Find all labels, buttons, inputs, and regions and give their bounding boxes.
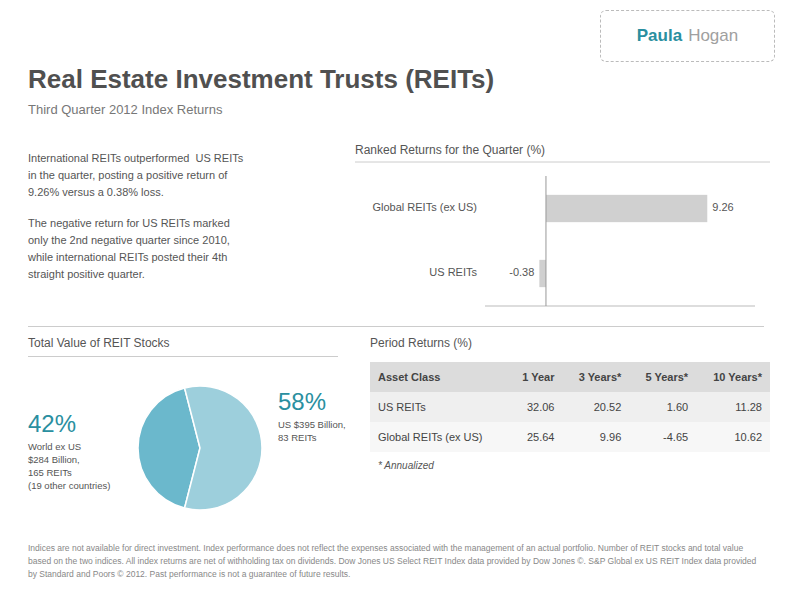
row-label: Global REITs (ex US) — [370, 422, 507, 452]
chart-title: Ranked Returns for the Quarter (%) — [355, 143, 545, 157]
table-cell: 9.96 — [562, 422, 629, 452]
x-axis — [485, 306, 755, 307]
table-note: * Annualized — [378, 460, 434, 471]
paragraph: The negative return for US REITs markedo… — [28, 215, 338, 283]
bar — [546, 195, 707, 222]
title-rule — [28, 356, 338, 357]
data-label: 9.26 — [712, 201, 733, 213]
pie-slice — [185, 386, 262, 510]
paragraph-line: straight positive quarter. — [28, 266, 338, 283]
data-label: -0.38 — [509, 266, 534, 278]
bar — [539, 260, 546, 287]
table-cell: 25.64 — [507, 422, 562, 452]
table-cell: -4.65 — [629, 422, 696, 452]
logo-bold: Paula — [637, 26, 682, 46]
table-cell: 32.06 — [507, 392, 562, 422]
title-rule — [355, 162, 770, 163]
footer: Indices are not available for direct inv… — [28, 542, 764, 581]
paragraph-line: International REITs outperformed US REIT… — [28, 150, 338, 167]
table-header: Asset Class — [370, 362, 507, 392]
paragraph-line: 9.26% versus a 0.38% loss. — [28, 184, 338, 201]
pie-chart — [0, 0, 792, 612]
zero-line — [545, 176, 546, 306]
bar-chart: Ranked Returns for the Quarter (%) Global… — [355, 140, 770, 325]
table-header: 3 Years* — [562, 362, 629, 392]
bars — [539, 195, 707, 287]
paragraph-line: The negative return for US REITs marked — [28, 215, 338, 232]
table-header: 5 Years* — [629, 362, 696, 392]
paragraph-line: in the quarter, posting a positive retur… — [28, 167, 338, 184]
table-cell: 20.52 — [562, 392, 629, 422]
table-row: US REITs32.0620.521.6011.28 — [370, 392, 770, 422]
category-label: US REITs — [429, 266, 477, 278]
table-cell: 11.28 — [696, 392, 770, 422]
paragraph-line: while international REITs posted their 4… — [28, 249, 338, 266]
table-header: 1 Year — [507, 362, 562, 392]
table-row: Global REITs (ex US)25.649.96-4.6510.62 — [370, 422, 770, 452]
pie-value-label: 42% — [28, 410, 110, 438]
pie-category-label: US $395 Billion, 83 REITs — [278, 418, 346, 444]
logo-light: Hogan — [688, 26, 738, 46]
logo: Paula Hogan — [600, 10, 775, 62]
returns-table: Asset Class1 Year3 Years*5 Years*10 Year… — [370, 362, 770, 452]
table-cell: 1.60 — [629, 392, 696, 422]
table-header-row: Asset Class1 Year3 Years*5 Years*10 Year… — [370, 362, 770, 392]
chart-title: Total Value of REIT Stocks — [28, 336, 170, 350]
table-header: 10 Years* — [696, 362, 770, 392]
row-label: US REITs — [370, 392, 507, 422]
title: Real Estate Investment Trusts (REITs) — [28, 64, 494, 95]
subtitle: Third Quarter 2012 Index Returns — [28, 102, 222, 117]
table-cell: 10.62 — [696, 422, 770, 452]
category-label: Global REITs (ex US) — [372, 201, 477, 213]
chart-title: Period Returns (%) — [370, 336, 472, 350]
pie-value-label: 58% — [278, 388, 346, 416]
pie-slice — [138, 388, 200, 508]
paragraph: International REITs outperformed US REIT… — [28, 150, 338, 201]
paragraph-line: only the 2nd negative quarter since 2010… — [28, 232, 338, 249]
pie-label-group: 42%World ex US $284 Billion, 165 REITs (… — [28, 410, 110, 492]
pie-category-label: World ex US $284 Billion, 165 REITs (19 … — [28, 440, 110, 492]
pie-label-group: 58%US $395 Billion, 83 REITs — [278, 388, 346, 444]
divider — [28, 326, 764, 327]
